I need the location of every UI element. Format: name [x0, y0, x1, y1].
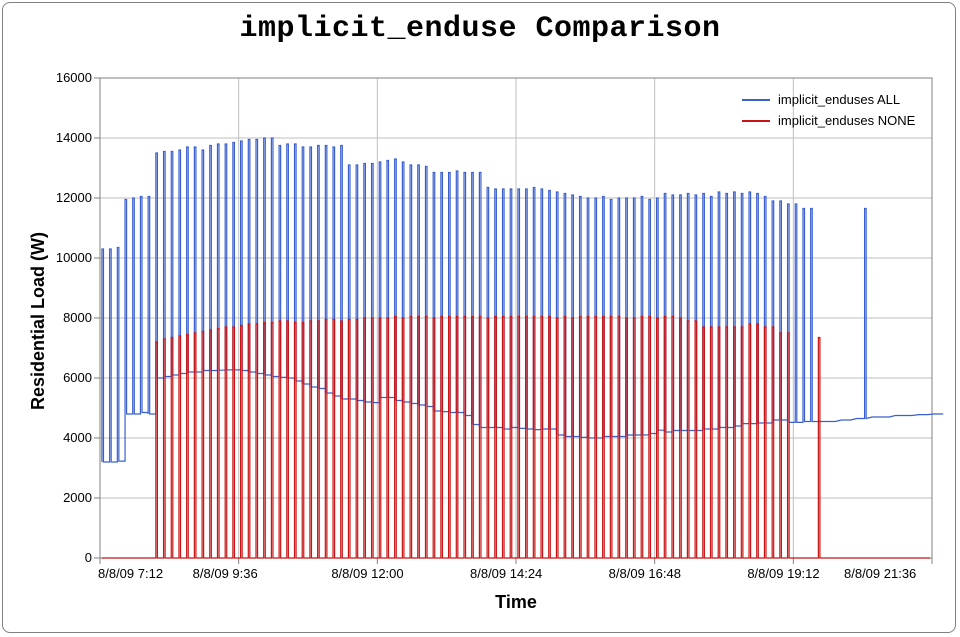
y-tick-label: 2000: [63, 490, 92, 505]
legend-item-all: implicit_enduses ALL: [742, 92, 915, 107]
x-tick-label: 8/8/09 7:12: [98, 566, 163, 581]
y-tick-label: 0: [85, 550, 92, 565]
x-tick-label: 8/8/09 16:48: [609, 566, 681, 581]
y-tick-label: 10000: [56, 250, 92, 265]
y-tick-label: 16000: [56, 70, 92, 85]
legend-label-none: implicit_enduses NONE: [778, 113, 915, 128]
legend-item-none: implicit_enduses NONE: [742, 113, 915, 128]
legend-swatch-none: [742, 120, 770, 122]
legend-swatch-all: [742, 99, 770, 101]
y-tick-label: 12000: [56, 190, 92, 205]
y-tick-label: 6000: [63, 370, 92, 385]
y-tick-label: 8000: [63, 310, 92, 325]
x-tick-label: 8/8/09 21:36: [844, 566, 916, 581]
x-tick-label: 8/8/09 9:36: [193, 566, 258, 581]
x-tick-label: 8/8/09 14:24: [470, 566, 542, 581]
legend: implicit_enduses ALL implicit_enduses NO…: [742, 92, 915, 134]
y-tick-label: 14000: [56, 130, 92, 145]
x-tick-label: 8/8/09 19:12: [747, 566, 819, 581]
y-tick-label: 4000: [63, 430, 92, 445]
x-tick-label: 8/8/09 12:00: [331, 566, 403, 581]
legend-label-all: implicit_enduses ALL: [778, 92, 900, 107]
